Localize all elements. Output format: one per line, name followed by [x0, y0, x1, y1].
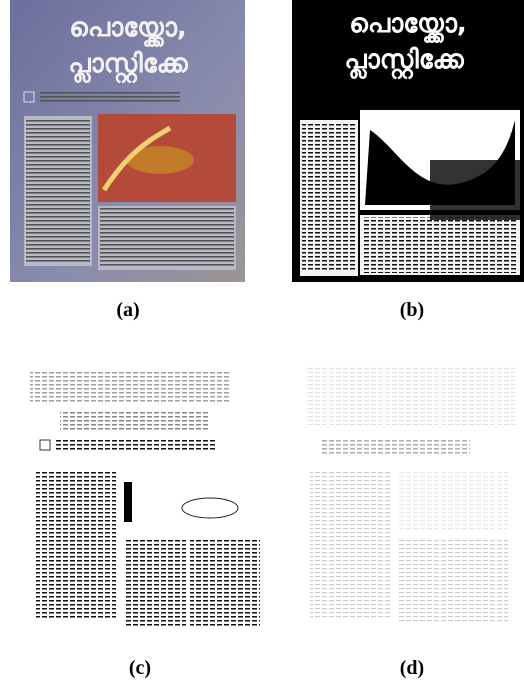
caption: (c) [129, 657, 151, 679]
text-block [100, 208, 234, 268]
text-block [362, 217, 518, 273]
figure: പൊയ്ക്കോ, പ്ലാസ്റ്റിക്കേ പൊയ്ക്കോ, പ്ലാസ… [0, 0, 524, 682]
page: പൊയ്ക്കോ, പ്ലാസ്റ്റിക്കേ പൊയ്ക്കോ, പ്ലാസ… [0, 0, 524, 682]
text-block [320, 440, 470, 454]
turtle [182, 498, 238, 518]
text-block [398, 540, 508, 624]
headline-remnant [305, 365, 515, 425]
headline: പ്ലാസ്റ്റിക്കേ [344, 45, 464, 79]
shadow [430, 160, 520, 220]
panel-a: പൊയ്ക്കോ, പ്ലാസ്റ്റിക്കേ [10, 0, 245, 282]
text-block [124, 540, 186, 626]
caption: (d) [400, 657, 424, 679]
shape [124, 482, 132, 522]
panel-b: പൊയ്ക്കോ, പ്ലാസ്റ്റിക്കേ [292, 0, 524, 282]
icon [40, 440, 50, 450]
text-block [302, 122, 356, 272]
headline-remnant [30, 372, 230, 402]
text-block [26, 118, 90, 264]
text-block [36, 470, 116, 620]
headline: പ്ലാസ്റ്റിക്കേ [68, 49, 188, 83]
caption: (a) [116, 299, 139, 321]
headline: പൊയ്ക്കോ, [69, 13, 186, 47]
caption: (b) [400, 299, 424, 321]
text-block [190, 540, 260, 626]
headline-remnant [60, 410, 210, 432]
panel-c [30, 372, 260, 626]
panel-d [305, 365, 515, 624]
headline: പൊയ്ക്കോ, [349, 9, 466, 43]
text-block [310, 470, 390, 620]
illustration [398, 470, 508, 530]
text-block [56, 440, 216, 452]
text-block [40, 92, 180, 104]
